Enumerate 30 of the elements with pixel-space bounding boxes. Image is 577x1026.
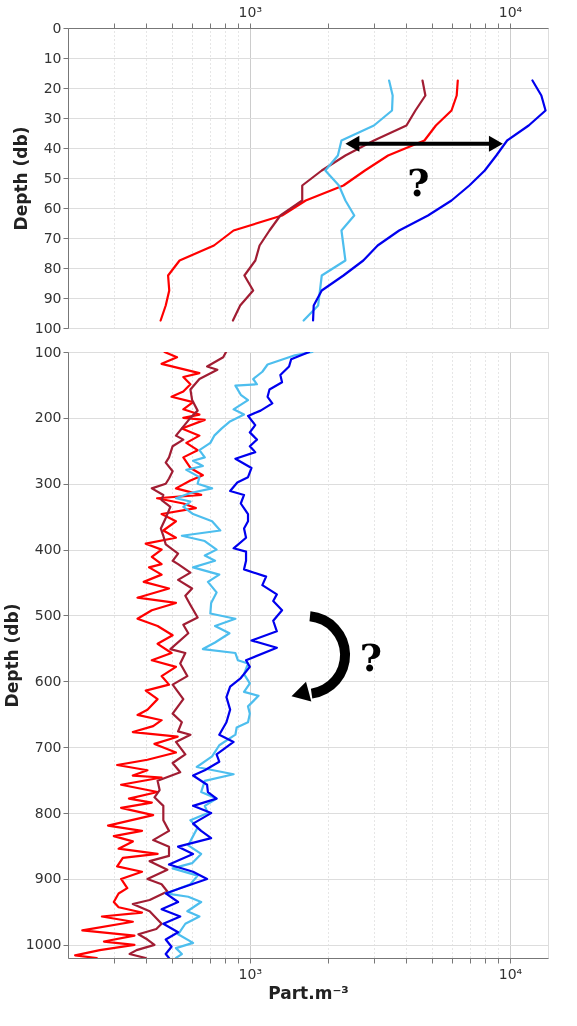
x-tick-label: 10⁴ [498,965,523,982]
y-tick-label: 100 [34,343,62,360]
y-tick-label: 400 [34,541,62,558]
annotation: ? [407,159,430,205]
y-tick-label: 40 [43,139,62,156]
y-tick-label: 500 [34,606,62,623]
y-tick-label: 10 [43,49,62,66]
y-tick-label: 900 [34,870,62,887]
annotation: ? [359,635,383,681]
y-tick-label: 20 [43,79,62,96]
y-tick-label: 600 [34,672,62,689]
y-tick-label: 100 [34,319,62,336]
x-tick-label: 10³ [238,965,263,982]
y-tick-label: 0 [52,19,62,36]
x-tick-label: 10⁴ [498,3,523,20]
y-tick-label: 50 [43,169,62,186]
y-tick-label: 1000 [25,936,62,953]
y-tick-label: 800 [34,804,62,821]
y-tick-label: 80 [43,259,62,276]
x-axis-title: Part.m⁻³ [268,982,349,1003]
y-tick-label: 700 [34,738,62,755]
y-tick-label: 90 [43,289,62,306]
y-tick-label: 60 [43,199,62,216]
y-tick-label: 70 [43,229,62,246]
y-axis-title: Depth (db) [1,603,22,708]
y-tick-label: 30 [43,109,62,126]
y-axis-title: Depth (db) [10,126,31,231]
x-tick-label: 10³ [238,3,263,20]
y-tick-label: 300 [34,475,62,492]
y-tick-label: 200 [34,409,62,426]
